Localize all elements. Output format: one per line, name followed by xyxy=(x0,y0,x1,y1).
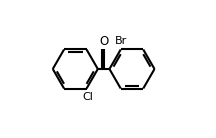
Text: O: O xyxy=(99,35,108,48)
Text: Br: Br xyxy=(115,36,127,46)
Text: Cl: Cl xyxy=(83,92,94,102)
